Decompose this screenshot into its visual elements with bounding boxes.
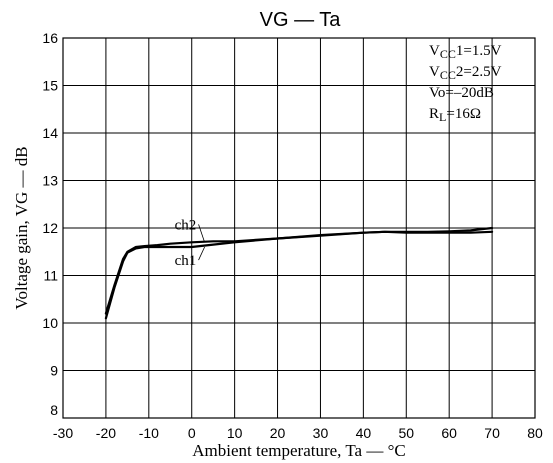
x-tick-label: 80 <box>527 425 543 441</box>
plot-frame <box>62 37 536 419</box>
tick-labels: -30 -20 -10 0 10 20 30 40 50 60 70 80 8 9 10 11 12 13 14 15… <box>42 30 543 441</box>
x-tick-label: 10 <box>227 425 243 441</box>
x-tick-label: 70 <box>484 425 500 441</box>
chart-title: VG — Ta <box>260 9 342 31</box>
y-tick-label: 14 <box>42 125 58 141</box>
y-tick-label: 12 <box>42 220 58 236</box>
x-tick-label: -20 <box>96 425 116 441</box>
y-tick-label: 11 <box>43 268 58 284</box>
series-line-ch1 <box>104 230 494 320</box>
grid <box>63 38 535 418</box>
y-tick-label: 8 <box>50 402 58 418</box>
y-axis-label: Voltage gain, VG — dB <box>12 146 31 309</box>
series-lines <box>104 226 494 320</box>
x-tick-label: 50 <box>398 425 414 441</box>
series-labels: ch2 ch1 <box>175 217 205 269</box>
y-tick-label: 13 <box>42 173 58 189</box>
condition-line: VCC2=2.5V <box>429 64 502 82</box>
x-tick-label: 60 <box>441 425 457 441</box>
series-label-ch1: ch1 <box>175 253 197 269</box>
series-line-ch2 <box>104 226 494 315</box>
series-label-ch2: ch2 <box>175 217 197 233</box>
x-tick-label: -30 <box>53 425 73 441</box>
y-tick-label: 16 <box>42 30 58 46</box>
conditions-box: VCC1=1.5V VCC2=2.5V Vo=–20dB RL=16Ω <box>429 43 502 124</box>
condition-line: Vo=–20dB <box>429 85 494 101</box>
y-tick-label: 15 <box>42 78 58 94</box>
y-tick-label: 9 <box>50 363 58 379</box>
x-tick-label: -10 <box>139 425 159 441</box>
condition-line: VCC1=1.5V <box>429 43 502 61</box>
x-tick-label: 0 <box>188 425 196 441</box>
series-label-leader <box>198 224 205 243</box>
x-tick-label: 40 <box>356 425 372 441</box>
x-axis-label: Ambient temperature, Ta — °C <box>192 441 406 460</box>
series-label-leader <box>198 246 205 261</box>
condition-line: RL=16Ω <box>429 106 481 124</box>
x-tick-label: 30 <box>313 425 329 441</box>
x-tick-label: 20 <box>270 425 286 441</box>
y-tick-label: 10 <box>42 315 58 331</box>
